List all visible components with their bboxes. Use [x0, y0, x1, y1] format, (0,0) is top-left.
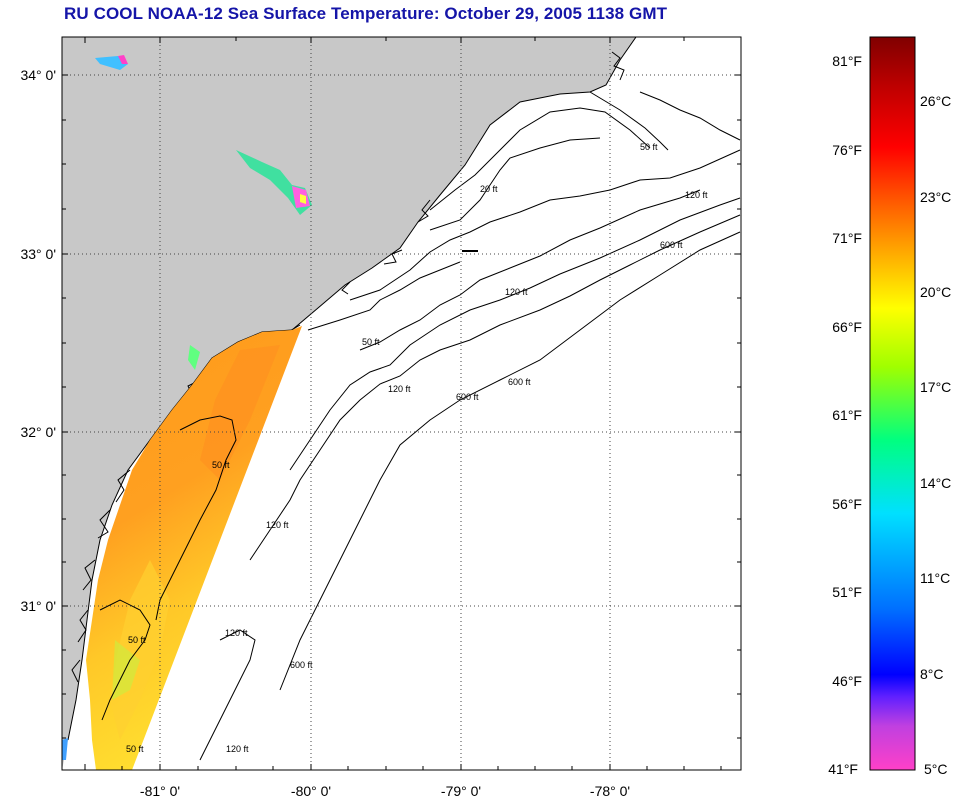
land-area — [62, 37, 636, 770]
colorbar-f-label: 41°F — [828, 761, 858, 777]
colorbar-f-label: 66°F — [832, 319, 862, 335]
lon-label: -81° 0' — [140, 783, 180, 799]
colorbar-c-label: 23°C — [920, 189, 951, 205]
colorbar-f-label: 81°F — [832, 53, 862, 69]
lat-label: 34° 0' — [20, 67, 56, 83]
contour-label: 120 ft — [266, 520, 289, 530]
lat-label: 31° 0' — [20, 598, 56, 614]
colorbar-c-label: 17°C — [920, 379, 951, 395]
colorbar-c-label: 8°C — [920, 666, 944, 682]
colorbar-c-label: 20°C — [920, 284, 951, 300]
contour-label: 50 ft — [212, 460, 230, 470]
lon-label: -80° 0' — [291, 783, 331, 799]
contour-label: 120 ft — [225, 628, 248, 638]
contour-label: 50 ft — [640, 142, 658, 152]
contour-label: 120 ft — [685, 190, 708, 200]
lon-label: -79° 0' — [441, 783, 481, 799]
colorbar-f-label: 46°F — [832, 673, 862, 689]
contour-label: 20 ft — [480, 184, 498, 194]
contour-label: 600 ft — [508, 377, 531, 387]
map-title: RU COOL NOAA-12 Sea Surface Temperature:… — [64, 4, 668, 23]
colorbar-f-label: 56°F — [832, 496, 862, 512]
colorbar-f-label: 61°F — [832, 407, 862, 423]
contour-label: 50 ft — [126, 744, 144, 754]
contour-label: 50 ft — [362, 337, 380, 347]
temperature-colorbar — [869, 36, 916, 771]
colorbar-c-label: 11°C — [920, 570, 950, 586]
colorbar-f-label: 71°F — [832, 230, 862, 246]
contour-label: 600 ft — [660, 240, 683, 250]
colorbar-f-label: 51°F — [832, 584, 862, 600]
lon-label: -78° 0' — [590, 783, 630, 799]
cloud-patches — [62, 55, 312, 760]
colorbar-c-label: 5°C — [924, 761, 948, 777]
lat-label: 32° 0' — [20, 424, 56, 440]
axis-ticks — [62, 37, 741, 770]
colorbar-c-label: 26°C — [920, 93, 951, 109]
colorbar-c-label: 14°C — [920, 475, 951, 491]
contour-label: 600 ft — [456, 392, 479, 402]
map-frame — [61, 36, 742, 771]
colorbar-f-label: 76°F — [832, 142, 862, 158]
contour-label: 120 ft — [505, 287, 528, 297]
contour-label: 120 ft — [226, 744, 249, 754]
contour-label: 120 ft — [388, 384, 411, 394]
depth-contours — [99, 91, 741, 761]
contour-label: 600 ft — [290, 660, 313, 670]
lat-label: 33° 0' — [20, 246, 56, 262]
contour-label: 50 ft — [128, 635, 146, 645]
